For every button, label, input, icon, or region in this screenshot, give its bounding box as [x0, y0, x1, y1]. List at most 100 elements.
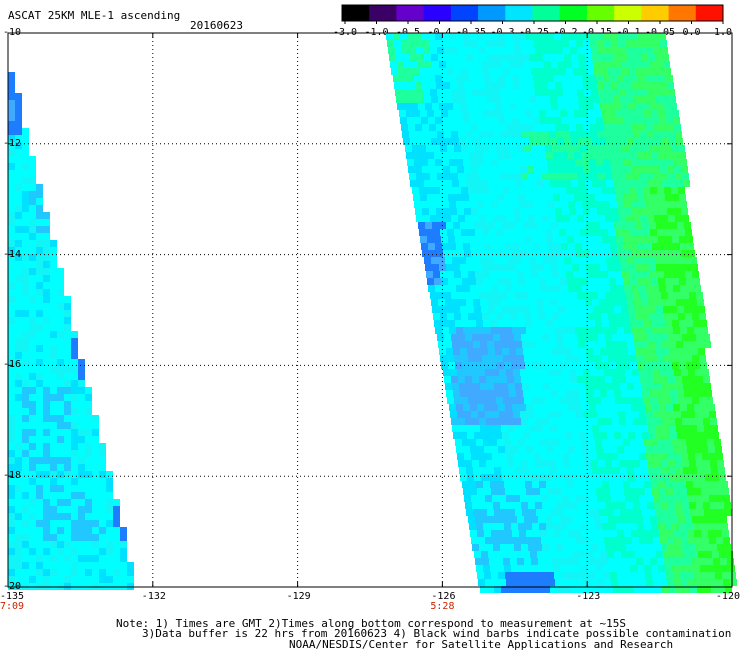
swath-cell — [71, 555, 78, 562]
swath-cell — [645, 159, 652, 166]
swath-cell — [662, 467, 669, 474]
swath-cell — [514, 215, 521, 222]
swath-cell — [565, 61, 572, 68]
swath-cell — [688, 537, 695, 544]
swath-cell — [43, 303, 50, 310]
swath-cell — [612, 47, 619, 54]
swath-cell — [465, 376, 472, 383]
swath-cell — [410, 54, 417, 61]
swath-cell — [611, 453, 618, 460]
swath-cell — [421, 201, 428, 208]
swath-cell — [504, 236, 511, 243]
swath-cell — [629, 397, 636, 404]
swath-cell — [85, 408, 92, 415]
swath-cell — [451, 376, 458, 383]
swath-cell — [520, 82, 527, 89]
swath-cell — [670, 390, 677, 397]
swath-cell — [474, 551, 481, 558]
swath-cell — [520, 495, 527, 502]
swath-cell — [519, 117, 526, 124]
swath-cell — [85, 527, 92, 534]
swath-cell — [557, 257, 564, 264]
swath-cell — [561, 446, 568, 453]
lat-label: -14 — [3, 248, 22, 260]
swath-cell — [519, 201, 526, 208]
swath-cell — [605, 47, 612, 54]
swath-cell — [670, 222, 677, 229]
swath-cell — [504, 439, 511, 446]
swath-cell — [22, 387, 29, 394]
swath-cell — [29, 191, 36, 198]
swath-cell — [590, 411, 597, 418]
swath-cell — [92, 478, 99, 485]
swath-cell — [412, 145, 419, 152]
swath-cell — [540, 75, 547, 82]
swath-cell — [454, 313, 461, 320]
swath-cell — [676, 257, 683, 264]
swath-cell — [78, 380, 85, 387]
swath-cell — [15, 401, 22, 408]
swath-cell — [523, 222, 530, 229]
swath-cell — [603, 488, 610, 495]
swath-cell — [666, 201, 673, 208]
swath-cell — [491, 117, 498, 124]
swath-cell — [459, 180, 466, 187]
swath-cell — [445, 383, 452, 390]
swath-cell — [524, 68, 531, 75]
swath-cell — [29, 156, 36, 163]
swath-cell — [409, 173, 416, 180]
swath-cell — [708, 530, 715, 537]
swath-cell — [703, 418, 710, 425]
swath-cell — [586, 222, 593, 229]
swath-cell — [621, 103, 628, 110]
swath-cell — [565, 390, 572, 397]
swath-cell — [630, 110, 637, 117]
swath-cell — [106, 548, 113, 555]
swath-cell — [696, 334, 703, 341]
swath-cell — [434, 194, 441, 201]
swath-cell — [509, 61, 516, 68]
swath-cell — [634, 586, 641, 593]
swath-cell — [8, 408, 15, 415]
swath-cell — [590, 537, 597, 544]
swath-cell — [442, 75, 449, 82]
swath-cell — [530, 222, 537, 229]
swath-cell — [421, 75, 428, 82]
swath-cell — [700, 362, 707, 369]
swath-cell — [700, 320, 707, 327]
swath-cell — [657, 187, 664, 194]
swath-cell — [472, 173, 479, 180]
swath-cell — [606, 509, 613, 516]
swath-cell — [461, 68, 468, 75]
swath-cell — [106, 492, 113, 499]
swath-cell — [616, 110, 623, 117]
swath-cell — [605, 334, 612, 341]
swath-cell — [644, 278, 651, 285]
swath-cell — [29, 520, 36, 527]
swath-cell — [8, 226, 15, 233]
swath-cell — [523, 551, 530, 558]
swath-cell — [467, 474, 474, 481]
swath-cell — [498, 446, 505, 453]
swath-cell — [476, 565, 483, 572]
swath-cell — [648, 54, 655, 61]
swath-cell — [508, 138, 515, 145]
swath-cell — [700, 565, 707, 572]
swath-cell — [57, 380, 64, 387]
swath-cell — [610, 404, 617, 411]
swath-cell — [627, 586, 634, 593]
swath-cell — [552, 271, 559, 278]
swath-cell — [78, 541, 85, 548]
swath-cell — [464, 166, 471, 173]
swath-cell — [410, 180, 417, 187]
swath-cell — [591, 292, 598, 299]
swath-cell — [474, 103, 481, 110]
swath-cell — [493, 376, 500, 383]
swath-cell — [573, 229, 580, 236]
swath-cell — [628, 103, 635, 110]
swath-cell — [497, 481, 504, 488]
swath-cell — [8, 289, 15, 296]
swath-cell — [456, 404, 463, 411]
swath-cell — [613, 96, 620, 103]
swath-cell — [541, 82, 548, 89]
